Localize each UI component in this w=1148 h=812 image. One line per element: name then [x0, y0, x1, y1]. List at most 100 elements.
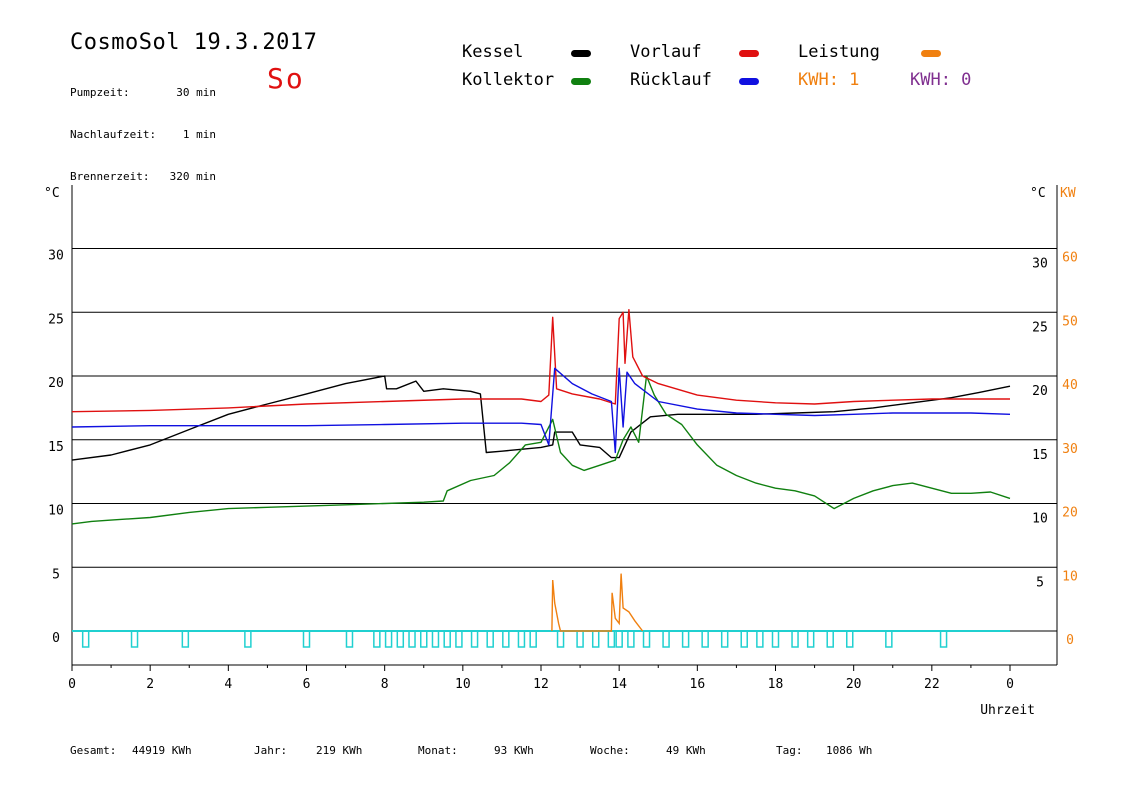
x-axis-label: Uhrzeit — [980, 703, 1035, 718]
page-title: CosmoSol 19.3.2017 — [70, 30, 318, 55]
legend-ruecklauf-swatch — [739, 78, 759, 85]
param-row: Pumpzeit: 30 min — [70, 86, 216, 99]
legend-kollektor-swatch — [571, 78, 591, 85]
pump-tick — [756, 630, 764, 648]
pump-tick — [826, 630, 834, 648]
pump-tick — [302, 630, 311, 648]
x-tick-label: 18 — [768, 677, 784, 692]
legend-kessel-swatch — [571, 50, 591, 57]
pump-tick — [591, 630, 600, 648]
pump-tick — [939, 630, 948, 648]
footer-jahr-label: Jahr: — [254, 744, 288, 757]
y-right-tick-label: 15 — [1032, 448, 1048, 463]
pump-tick — [662, 630, 670, 648]
param-row: Brennerzeit: 320 min — [70, 170, 216, 183]
pump-tick — [431, 630, 440, 648]
y-right-tick-label: 30 — [1032, 257, 1048, 272]
x-tick-label: 12 — [533, 677, 549, 692]
y-left-tick-label: 10 — [48, 504, 64, 519]
pump-tick — [455, 630, 463, 648]
parameter-list: Pumpzeit: 30 min Nachlaufzeit: 1 min Brenn… — [70, 58, 216, 198]
pump-tick — [529, 630, 537, 648]
series-line-kessel — [71, 375, 1011, 461]
x-tick-label: 10 — [455, 677, 471, 692]
series-line-rücklauf — [71, 367, 1011, 454]
x-tick-label: 0 — [68, 677, 76, 692]
legend-kessel-label: Kessel — [462, 42, 524, 62]
legend-kwh-2: KWH: 0 — [910, 70, 972, 90]
pump-tick — [642, 630, 651, 648]
x-tick-label: 0 — [1006, 677, 1014, 692]
footer-gesamt-label: Gesamt: — [70, 744, 117, 757]
footer-woche-value: 49 KWh — [666, 744, 706, 757]
series-line-leistung — [551, 573, 644, 632]
footer-totals: Gesamt: 44919 KWh Jahr: 219 KWh Monat: 93 KWh… — [70, 744, 896, 757]
footer-monat-value: 93 KWh — [494, 744, 534, 757]
y-right-tick-label: 20 — [1032, 384, 1048, 399]
pump-tick — [576, 630, 584, 648]
pump-tick — [486, 630, 494, 648]
pump-tick — [244, 630, 252, 648]
y-kw-tick-label: 20 — [1062, 506, 1078, 521]
y-kw-tick-label: 30 — [1062, 442, 1078, 457]
legend-kwh-1: KWH: 1 — [798, 70, 860, 90]
y-left-tick-label: 0 — [52, 631, 60, 646]
legend-leistung-label: Leistung — [798, 42, 880, 62]
legend-leistung-swatch — [921, 50, 941, 57]
footer-woche-label: Woche: — [590, 744, 630, 757]
pump-tick — [806, 630, 815, 648]
legend-ruecklauf-label: Rücklauf — [630, 70, 712, 90]
pump-tick — [130, 630, 139, 648]
footer-monat-label: Monat: — [418, 744, 458, 757]
y-right-tick-label: 25 — [1032, 320, 1048, 335]
x-tick-label: 4 — [224, 677, 232, 692]
pump-tick — [502, 630, 510, 648]
pump-tick — [384, 630, 393, 648]
y-left-tick-label: 15 — [48, 440, 64, 455]
y-left-tick-label: 30 — [48, 249, 64, 264]
footer-tag-value: 1086 Wh — [826, 744, 873, 757]
pump-tick — [885, 630, 893, 648]
pump-tick — [701, 630, 709, 648]
x-tick-label: 6 — [303, 677, 311, 692]
pump-tick — [607, 630, 616, 648]
x-tick-label: 2 — [146, 677, 154, 692]
pump-tick — [615, 630, 623, 648]
pump-tick — [181, 630, 190, 648]
series-line-kollektor — [71, 375, 1011, 525]
legend-kollektor-label: Kollektor — [462, 70, 555, 90]
x-tick-label: 22 — [924, 677, 940, 692]
y-kw-tick-label: 0 — [1066, 633, 1074, 648]
y-kw-tick-label: 40 — [1062, 378, 1078, 393]
pump-tick — [720, 630, 729, 648]
x-tick-label: 14 — [611, 677, 627, 692]
param-row: Nachlaufzeit: 1 min — [70, 128, 216, 141]
left-unit-label: °C — [44, 186, 60, 201]
y-left-tick-label: 20 — [48, 376, 64, 391]
footer-tag-label: Tag: — [776, 744, 803, 757]
pump-tick — [420, 630, 428, 648]
y-kw-tick-label: 60 — [1062, 251, 1078, 266]
footer-jahr-value: 219 KWh — [316, 744, 363, 757]
y-kw-tick-label: 50 — [1062, 314, 1078, 329]
pump-tick — [443, 630, 451, 648]
pump-tick — [556, 630, 565, 648]
pump-tick — [345, 630, 354, 648]
pump-tick — [408, 630, 416, 648]
series-line-vorlauf — [71, 309, 1010, 413]
footer-gesamt-value: 44919 KWh — [132, 744, 192, 757]
pump-tick — [470, 630, 479, 648]
y-kw-tick-label: 10 — [1062, 569, 1078, 584]
legend-vorlauf-swatch — [739, 50, 759, 57]
legend-vorlauf-label: Vorlauf — [630, 42, 702, 62]
pump-tick — [517, 630, 526, 648]
pump-tick — [396, 630, 405, 648]
pump-tick — [846, 630, 854, 648]
pump-tick — [771, 630, 780, 648]
y-left-tick-label: 25 — [48, 312, 64, 327]
pump-tick — [81, 630, 90, 648]
pump-tick — [740, 630, 748, 648]
y-left-tick-label: 5 — [52, 567, 60, 582]
pump-tick — [791, 630, 799, 648]
